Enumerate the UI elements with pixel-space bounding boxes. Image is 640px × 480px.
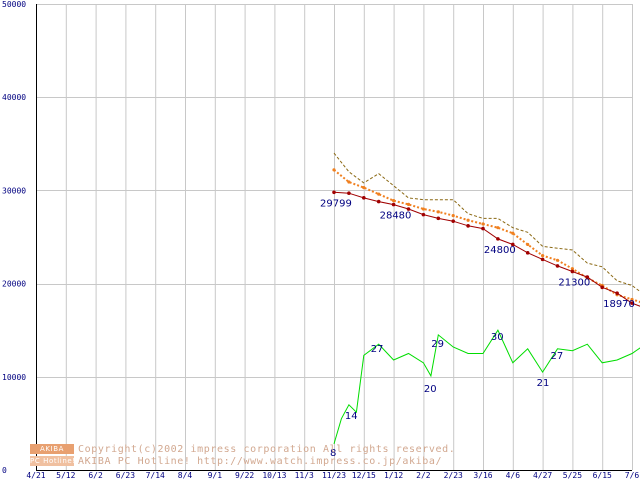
series-point xyxy=(496,226,500,230)
series-point xyxy=(332,190,336,195)
x-tick-label: 4/27 xyxy=(533,471,552,480)
series-point xyxy=(347,180,351,184)
y-tick-label: 30000 xyxy=(2,186,26,195)
copyright-text: Copyright(c)2002 impress corporation All… xyxy=(78,444,456,455)
x-tick-label: 11/23 xyxy=(322,471,346,480)
data-label: 27 xyxy=(371,344,384,355)
data-label: 28480 xyxy=(380,211,412,222)
series-point xyxy=(570,267,575,271)
series-point xyxy=(347,191,351,195)
series-point xyxy=(466,218,470,222)
data-label: 29 xyxy=(431,339,444,350)
x-tick-label: 2/23 xyxy=(444,471,463,480)
x-tick-label: 4/6 xyxy=(506,471,521,480)
x-tick-label: 4/21 xyxy=(26,471,45,480)
series-point xyxy=(511,242,515,247)
x-tick-label: 9/1 xyxy=(208,471,223,480)
x-tick-label: 3/16 xyxy=(473,471,492,480)
x-tick-label: 12/15 xyxy=(352,471,376,480)
series-point xyxy=(481,222,485,226)
data-label: 30 xyxy=(491,332,504,343)
series-point xyxy=(376,199,381,204)
series-line xyxy=(333,169,640,303)
data-label: 8 xyxy=(330,448,336,459)
series-point xyxy=(630,301,634,305)
series-point xyxy=(525,251,530,255)
series-point xyxy=(630,297,634,302)
watermark-copyright-line: AKIBA Copyright(c)2002 impress corporatio… xyxy=(30,444,630,456)
y-tick-label: 20000 xyxy=(2,280,26,289)
series-point xyxy=(585,275,590,279)
series-point xyxy=(392,199,396,203)
x-tick-label: 6/23 xyxy=(116,471,135,480)
series-point xyxy=(421,207,425,211)
series-point xyxy=(436,216,441,221)
series-point xyxy=(377,192,381,196)
series-point xyxy=(362,196,366,200)
data-label: 21 xyxy=(537,378,550,389)
x-tick-label: 9/22 xyxy=(235,471,254,480)
series-point xyxy=(421,212,426,217)
series-point xyxy=(451,219,456,223)
series-point xyxy=(615,291,619,295)
series-point xyxy=(511,231,515,235)
chart-grid xyxy=(36,4,633,471)
x-tick-label: 6/2 xyxy=(88,471,103,480)
data-label: 24800 xyxy=(484,245,516,256)
x-tick-label: 5/25 xyxy=(563,471,582,480)
series-point xyxy=(555,258,560,262)
series-point xyxy=(526,242,530,247)
x-tick-label: 10/13 xyxy=(262,471,286,480)
pc-hotline-logo: PC Hotline! xyxy=(30,456,76,466)
series-point xyxy=(436,210,440,214)
y-tick-label: 10000 xyxy=(2,373,26,382)
y-tick-label: 50000 xyxy=(2,0,26,9)
series-point xyxy=(362,186,366,190)
x-tick-label: 2/2 xyxy=(416,471,431,480)
series-point xyxy=(481,226,485,231)
x-tick-label: 7/6 xyxy=(625,471,640,480)
watermark: AKIBA Copyright(c)2002 impress corporatio… xyxy=(30,444,630,468)
series-point xyxy=(555,264,560,268)
series-point xyxy=(540,257,545,262)
chart-data-labels: 2979928480248002130018970164708142720293… xyxy=(320,198,635,459)
series-point xyxy=(496,237,500,241)
x-tick-label: 11/3 xyxy=(295,471,314,480)
x-tick-label: 7/14 xyxy=(146,471,165,480)
series-point xyxy=(541,254,545,258)
series-line xyxy=(333,152,640,293)
y-tick-label: 40000 xyxy=(2,93,26,102)
x-tick-label: 5/12 xyxy=(56,471,75,480)
x-tick-label: 6/15 xyxy=(593,471,612,480)
chart-series xyxy=(332,152,640,445)
series-point xyxy=(406,207,411,211)
data-label: 21300 xyxy=(558,277,590,288)
data-label: 29799 xyxy=(320,198,352,209)
x-tick-label: 8/4 xyxy=(178,471,193,480)
watermark-url-line: PC Hotline! AKIBA PC Hotline! http://www.… xyxy=(30,456,630,468)
series-point xyxy=(451,213,455,218)
series-point xyxy=(391,202,396,207)
data-label: 18970 xyxy=(603,299,635,310)
data-label: 20 xyxy=(424,384,437,395)
series-point xyxy=(570,269,575,274)
x-tick-label: 1/12 xyxy=(384,471,403,480)
data-label: 14 xyxy=(345,411,358,422)
akiba-logo: AKIBA xyxy=(30,444,74,454)
series-line xyxy=(333,329,640,445)
series-point xyxy=(600,285,604,290)
url-text: AKIBA PC Hotline! http://www.watch.impre… xyxy=(78,456,443,467)
y-tick-label: 0 xyxy=(2,466,7,475)
series-point xyxy=(466,224,470,228)
series-point xyxy=(406,202,411,206)
series-point xyxy=(332,168,336,172)
data-label: 27 xyxy=(551,351,564,362)
